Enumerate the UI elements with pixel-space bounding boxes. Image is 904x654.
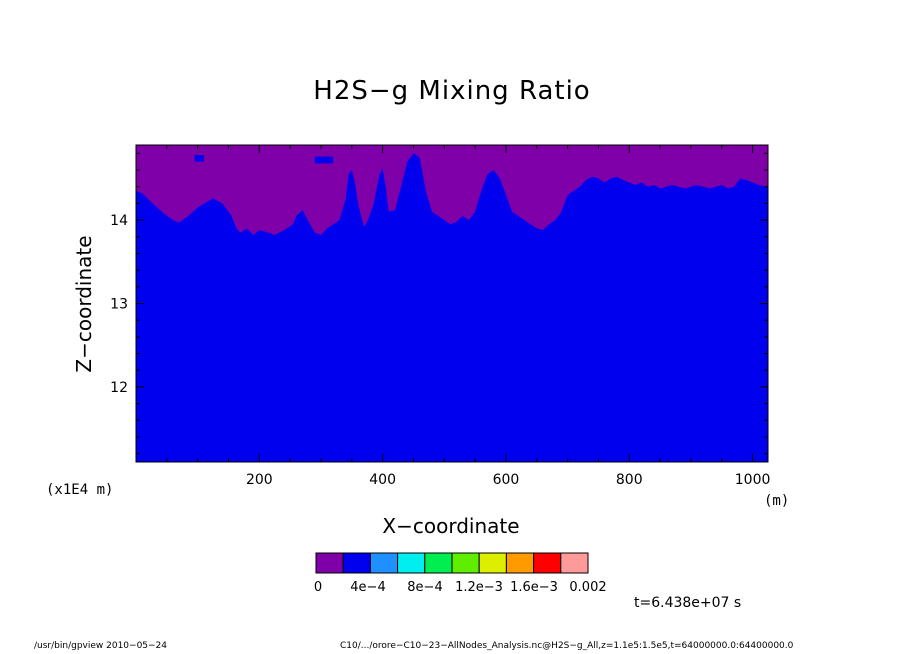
colorbar-label: 1.2e−3 <box>455 580 503 595</box>
x-tick-label: 1000 <box>735 472 771 488</box>
y-tick-label: 13 <box>110 297 128 313</box>
x-axis-label-text: X−coordinate <box>382 514 520 538</box>
colorbar-label: 4e−4 <box>350 580 385 595</box>
x-axis-unit: (m) <box>764 493 790 509</box>
colorbar-swatch <box>342 552 371 574</box>
colorbar-swatch <box>397 552 426 574</box>
y-tick-label: 14 <box>110 213 128 229</box>
x-tick-label: 400 <box>369 472 396 488</box>
y-tick-label: 12 <box>110 380 128 396</box>
colorbar-swatch <box>505 552 535 574</box>
time-annotation: t=6.438e+07 s <box>634 595 742 611</box>
colorbar-label: 1.6e−3 <box>510 580 558 595</box>
colorbar-label: 0.002 <box>569 580 606 595</box>
small-patch-1 <box>314 156 334 164</box>
region-upper-band <box>136 145 768 236</box>
footer-right: C10/.../orore−C10−23−AllNodes_Analysis.n… <box>340 641 794 651</box>
colorbar-swatch <box>424 552 453 574</box>
colorbar-swatch <box>451 552 480 574</box>
colorbar-swatch <box>369 552 399 574</box>
small-patch-0 <box>194 155 204 162</box>
colorbar-swatch <box>533 552 562 574</box>
chart-title: H2S−g Mixing Ratio <box>313 76 591 106</box>
colorbar-swatch <box>478 552 507 574</box>
x-tick-label: 800 <box>616 472 643 488</box>
x-tick-label: 600 <box>493 472 520 488</box>
colorbar-swatch <box>315 552 344 574</box>
colorbar-swatch <box>560 552 589 574</box>
x-tick-label: 200 <box>246 472 273 488</box>
colorbar-label: 8e−4 <box>407 580 442 595</box>
y-axis-unit: (x1E4 m) <box>46 482 114 498</box>
footer-left: /usr/bin/gpview 2010−05−24 <box>34 641 168 651</box>
x-axis-label: X−coordinate <box>0 514 904 538</box>
colorbar-label: 0 <box>314 580 322 595</box>
